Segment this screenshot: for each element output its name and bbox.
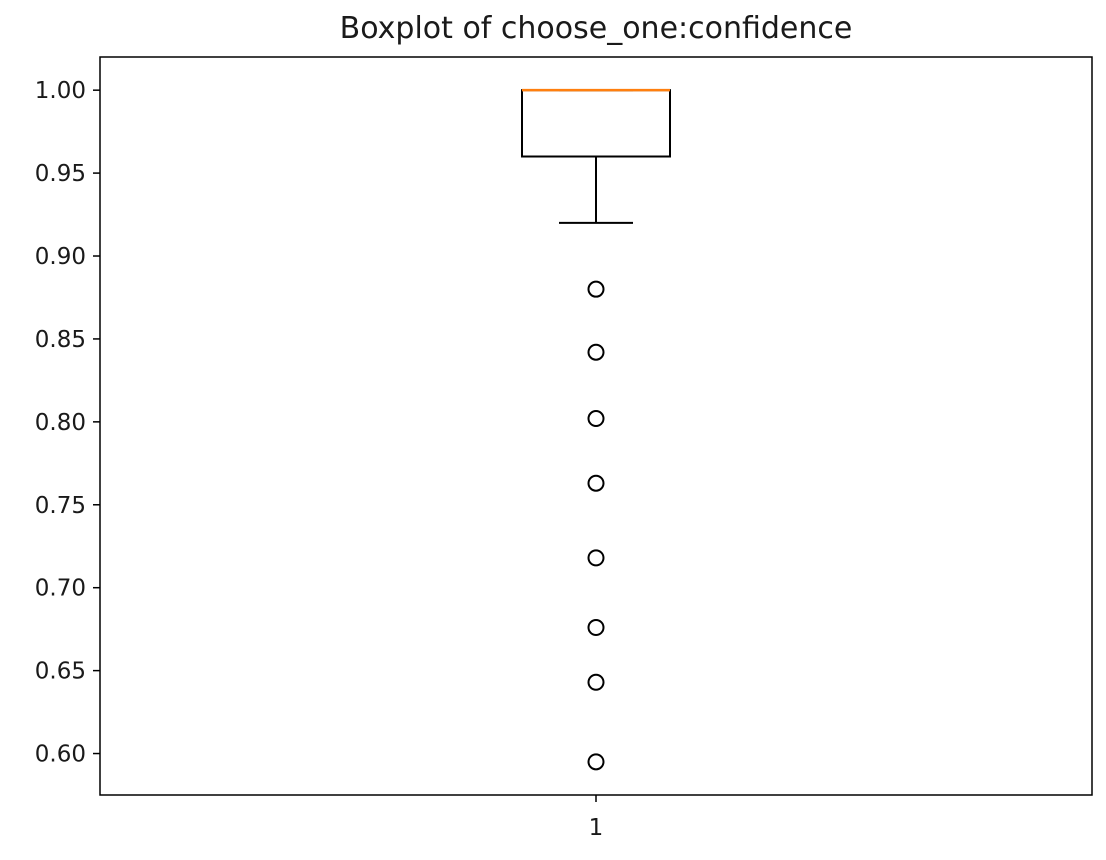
outlier-point bbox=[587, 474, 605, 492]
outlier-point bbox=[587, 343, 605, 361]
y-tick-label: 0.70 bbox=[35, 576, 86, 602]
outlier-point bbox=[587, 673, 605, 691]
box-series-1 bbox=[521, 88, 671, 771]
y-tick-label: 0.65 bbox=[35, 659, 86, 685]
x-tick-label: 1 bbox=[589, 815, 604, 841]
x-axis: 1 bbox=[589, 795, 604, 841]
box-iqr bbox=[521, 89, 671, 158]
outlier-point bbox=[587, 280, 605, 298]
outlier-point bbox=[587, 618, 605, 636]
y-tick-label: 0.60 bbox=[35, 742, 86, 768]
outlier-point bbox=[587, 410, 605, 428]
outlier-point bbox=[587, 753, 605, 771]
plot-frame bbox=[99, 56, 1093, 796]
y-tick-label: 0.75 bbox=[35, 493, 86, 519]
outlier-point bbox=[587, 549, 605, 567]
y-tick-label: 0.85 bbox=[35, 327, 86, 353]
y-axis: 0.60 0.65 0.70 0.75 0.80 0.85 0.90 0.95 1.00 bbox=[35, 78, 100, 768]
y-tick-label: 1.00 bbox=[35, 78, 86, 104]
plot-area bbox=[521, 88, 671, 771]
y-tick-label: 0.90 bbox=[35, 244, 86, 270]
y-tick-label: 0.80 bbox=[35, 410, 86, 436]
y-tick-label: 0.95 bbox=[35, 161, 86, 187]
chart-title: Boxplot of choose_one:confidence bbox=[340, 11, 853, 46]
